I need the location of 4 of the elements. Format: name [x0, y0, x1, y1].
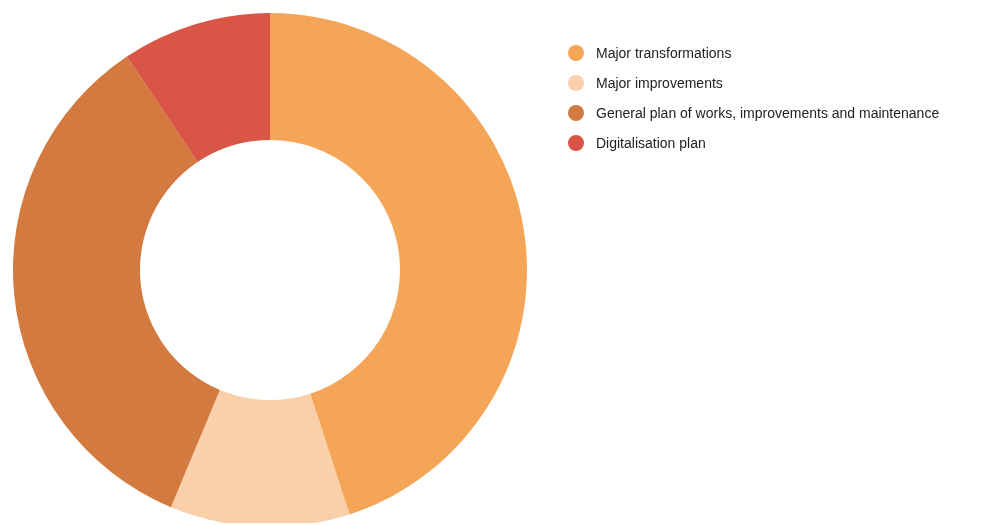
- legend-label: Major transformations: [596, 45, 732, 61]
- legend-label: General plan of works, improvements and maintenance: [596, 105, 940, 121]
- legend-label: Major improvements: [596, 75, 723, 91]
- legend-label: Digitalisation plan: [596, 135, 706, 151]
